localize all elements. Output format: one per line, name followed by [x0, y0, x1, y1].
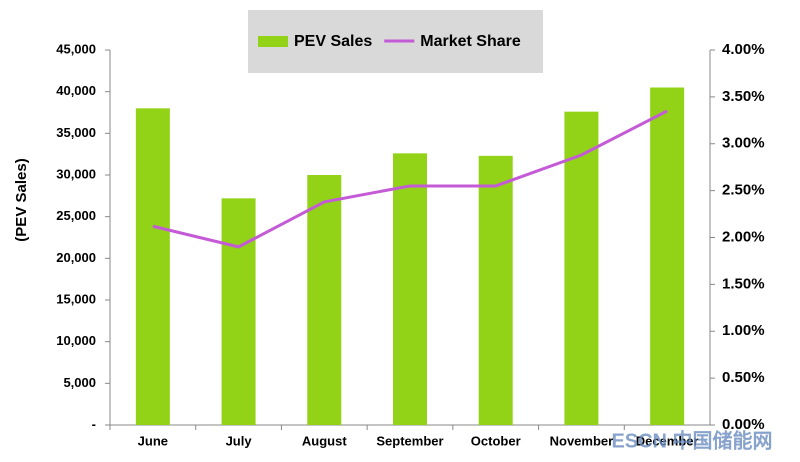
x-tick-label: August	[302, 433, 347, 448]
y2-tick-label: 0.00%	[722, 416, 765, 433]
y-tick-label: 10,000	[56, 333, 96, 348]
y-tick-label: 20,000	[56, 250, 96, 265]
legend-label: PEV Sales	[294, 33, 372, 50]
x-tick-label: September	[376, 433, 443, 448]
bar	[564, 111, 599, 426]
line	[152, 109, 668, 249]
y-tick-label: 35,000	[56, 125, 96, 140]
bar	[650, 87, 685, 425]
y-tick-label: 45,000	[56, 41, 96, 56]
y2-tick-label: 1.00%	[722, 322, 765, 339]
bar	[478, 155, 513, 426]
x-tick-label: October	[471, 433, 521, 448]
y-tick-label: 30,000	[56, 166, 96, 181]
y-axis-title: (PEV Sales)	[13, 158, 30, 241]
y2-tick-label: 0.50%	[722, 369, 765, 386]
y2-tick-label: 4.00%	[722, 41, 765, 58]
y2-tick-label: 2.50%	[722, 182, 765, 199]
y-tick-label: 40,000	[56, 83, 96, 98]
x-tick-label: June	[138, 433, 168, 448]
x-tick-label: December	[636, 433, 699, 448]
y2-tick-label: 3.50%	[722, 88, 765, 105]
y-tick-label: 5,000	[63, 375, 96, 390]
watermark: ESCN 中国储能网	[611, 428, 772, 452]
x-tick-label: July	[226, 433, 253, 448]
legend-swatch	[258, 36, 288, 47]
y2-tick-label: 2.00%	[722, 228, 765, 245]
bar	[393, 153, 427, 426]
y-tick-label: 15,000	[56, 291, 96, 306]
x-tick-label: November	[550, 433, 614, 448]
y-tick-label: 25,000	[56, 208, 96, 223]
bar	[307, 175, 342, 425]
y2-tick-label: 1.50%	[722, 275, 765, 292]
legend-label: Market Share	[420, 33, 521, 50]
bar	[135, 108, 170, 425]
y-tick-label: -	[92, 416, 96, 431]
y2-tick-label: 3.00%	[722, 135, 765, 152]
bar	[221, 198, 256, 425]
